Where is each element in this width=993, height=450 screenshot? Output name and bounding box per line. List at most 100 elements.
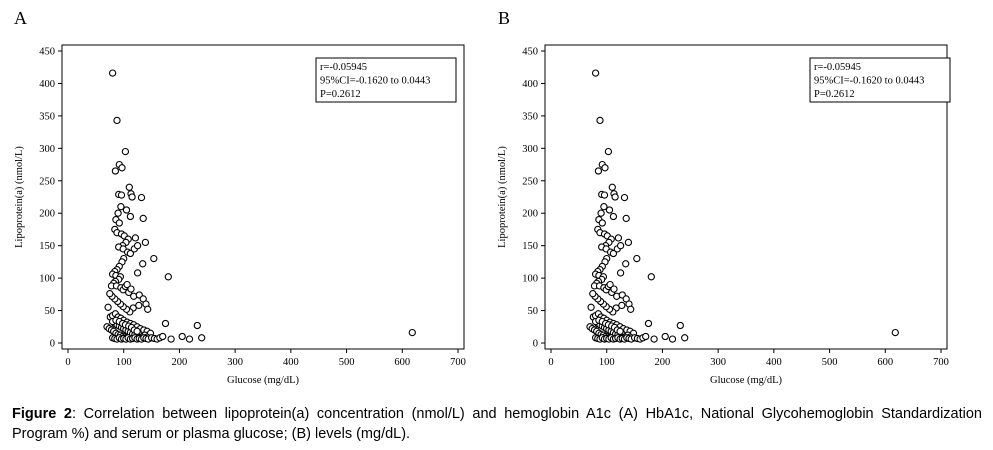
x-tick-label: 500 (339, 357, 355, 368)
y-tick-label: 400 (39, 79, 55, 90)
scatter-panel-a: A 0 50 100 150 200 250 300 350 400 450 0 100 200 300 40… (14, 8, 466, 386)
data-point (609, 212, 618, 221)
data-point (122, 206, 131, 214)
x-tick-label: 100 (116, 357, 132, 368)
stats-line: P=0.2612 (814, 89, 855, 100)
data-point (622, 260, 630, 268)
stats-line: r=-0.05945 (814, 62, 861, 73)
data-point (141, 238, 150, 247)
x-tick-label: 100 (599, 357, 615, 368)
data-points (586, 69, 899, 343)
x-tick-label: 300 (227, 357, 243, 368)
data-point (604, 147, 613, 156)
y-tick-label: 350 (39, 111, 55, 122)
y-tick-label: 50 (528, 306, 539, 317)
data-point (111, 167, 120, 175)
data-point (606, 280, 614, 289)
panel-label: A (14, 8, 27, 28)
data-point (616, 327, 624, 335)
data-point (676, 321, 684, 330)
data-point (139, 214, 147, 223)
data-point (642, 332, 650, 341)
x-tick-label: 0 (548, 357, 553, 368)
data-point (610, 285, 618, 293)
plot-frame (544, 44, 948, 350)
y-tick-label: 150 (522, 241, 538, 252)
data-point (608, 183, 616, 191)
data-point (650, 335, 658, 343)
y-tick-label: 300 (39, 144, 55, 155)
x-axis-label: Glucose (mg/dL) (227, 375, 300, 386)
data-point (661, 332, 669, 341)
data-point (126, 212, 135, 221)
data-point (185, 335, 194, 343)
figure-caption: Figure 2: Correlation between lipoprotei… (12, 404, 982, 444)
data-point (594, 167, 603, 175)
data-point (125, 183, 133, 191)
data-point (605, 206, 614, 214)
data-point (193, 321, 201, 330)
data-point (113, 116, 121, 125)
y-tick-label: 0 (533, 339, 538, 350)
y-axis-label: Lipoprotein(a) (nmol/L) (14, 146, 25, 248)
y-tick-label: 200 (39, 209, 55, 220)
x-tick-label: 200 (655, 357, 671, 368)
data-point (647, 273, 655, 281)
y-tick-label: 250 (522, 176, 538, 187)
data-point (616, 242, 625, 250)
x-tick-label: 600 (877, 357, 893, 368)
data-point (123, 280, 131, 289)
y-tick-label: 50 (45, 306, 56, 317)
y-tick-label: 400 (522, 79, 538, 90)
y-tick-label: 200 (522, 209, 538, 220)
x-tick-label: 0 (65, 357, 70, 368)
y-tick-label: 0 (50, 339, 55, 350)
data-point (114, 209, 122, 217)
data-point (121, 147, 130, 156)
data-point (408, 328, 416, 337)
data-point (115, 219, 123, 227)
y-tick-label: 100 (39, 274, 55, 285)
x-tick-label: 700 (933, 357, 949, 368)
data-point (616, 269, 625, 277)
data-point (600, 191, 609, 199)
data-point (150, 254, 158, 263)
panel-label: B (498, 8, 510, 28)
data-point (668, 335, 677, 343)
x-tick-label: 200 (172, 357, 188, 368)
data-point (614, 234, 623, 242)
stats-box (315, 57, 457, 103)
figure-caption-label: Figure 2 (12, 406, 72, 422)
data-point (117, 203, 125, 211)
y-tick-label: 450 (522, 47, 538, 58)
x-tick-label: 300 (710, 357, 726, 368)
data-point (131, 234, 140, 242)
x-tick-label: 600 (394, 357, 410, 368)
y-tick-label: 300 (522, 144, 538, 155)
stats-line: r=-0.05945 (320, 62, 367, 73)
data-point (133, 242, 142, 250)
data-point (198, 334, 206, 342)
data-point (596, 116, 604, 125)
stats-line: P=0.2612 (320, 89, 361, 100)
data-point (104, 303, 112, 311)
data-point (161, 319, 170, 328)
data-point (118, 164, 126, 172)
data-point (644, 319, 653, 328)
data-point (126, 249, 135, 258)
data-point (681, 334, 689, 342)
figure-caption-text: : Correlation between lipoprotein(a) con… (12, 406, 982, 442)
data-point (589, 290, 597, 298)
data-point (891, 328, 899, 337)
data-point (611, 193, 619, 201)
data-point (167, 335, 175, 343)
plot-frame (61, 44, 465, 350)
data-point (133, 269, 142, 277)
data-point (127, 285, 135, 293)
data-point (137, 193, 146, 202)
data-point (164, 273, 172, 281)
y-tick-label: 150 (39, 241, 55, 252)
data-point (622, 214, 630, 223)
data-point (159, 332, 167, 341)
y-tick-label: 450 (39, 47, 55, 58)
